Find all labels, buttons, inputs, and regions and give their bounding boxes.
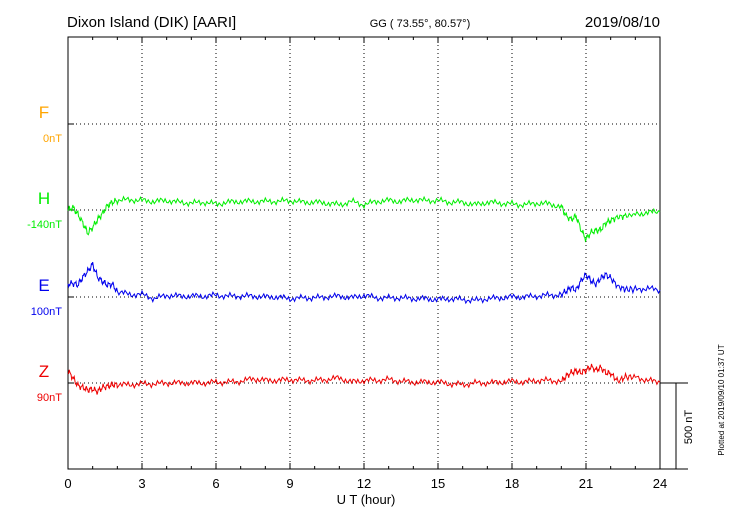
- scale-bar-label: 500 nT: [683, 410, 695, 445]
- z-component-label: Z: [39, 362, 49, 381]
- station-coordinates: GG ( 73.55°, 80.57°): [370, 18, 471, 30]
- plot-date: 2019/08/10: [585, 14, 660, 31]
- station-title: Dixon Island (DIK) [AARI]: [67, 14, 236, 31]
- h-component-label: H: [38, 189, 50, 208]
- z-baseline-value: 90nT: [37, 392, 62, 404]
- x-tick-label-0: 0: [64, 476, 71, 491]
- h-trace: [67, 195, 661, 243]
- x-tick-label-24: 24: [653, 476, 667, 491]
- x-tick-label-3: 3: [138, 476, 145, 491]
- z-trace: [67, 363, 661, 395]
- x-axis: 0 3 6 9 12 15 18 21 24: [64, 37, 667, 491]
- e-trace: [67, 261, 661, 305]
- e-baseline-value: 100nT: [31, 306, 62, 318]
- x-tick-label-9: 9: [286, 476, 293, 491]
- traces: [67, 195, 661, 395]
- x-tick-label-21: 21: [579, 476, 593, 491]
- grid: [68, 37, 660, 469]
- x-tick-label-15: 15: [431, 476, 445, 491]
- plotted-at-note: Plotted at 2019/09/10 01:37 UT: [717, 344, 726, 455]
- component-labels: F 0nT H -140nT E 100nT Z 90nT: [27, 103, 62, 404]
- x-tick-label-18: 18: [505, 476, 519, 491]
- f-baseline-value: 0nT: [43, 133, 62, 145]
- h-baseline-value: -140nT: [27, 219, 62, 231]
- x-axis-label: U T (hour): [337, 492, 396, 507]
- e-component-label: E: [38, 276, 49, 295]
- f-component-label: F: [39, 103, 49, 122]
- x-tick-label-12: 12: [357, 476, 371, 491]
- x-tick-label-6: 6: [212, 476, 219, 491]
- scale-bar: 500 nT: [660, 382, 695, 470]
